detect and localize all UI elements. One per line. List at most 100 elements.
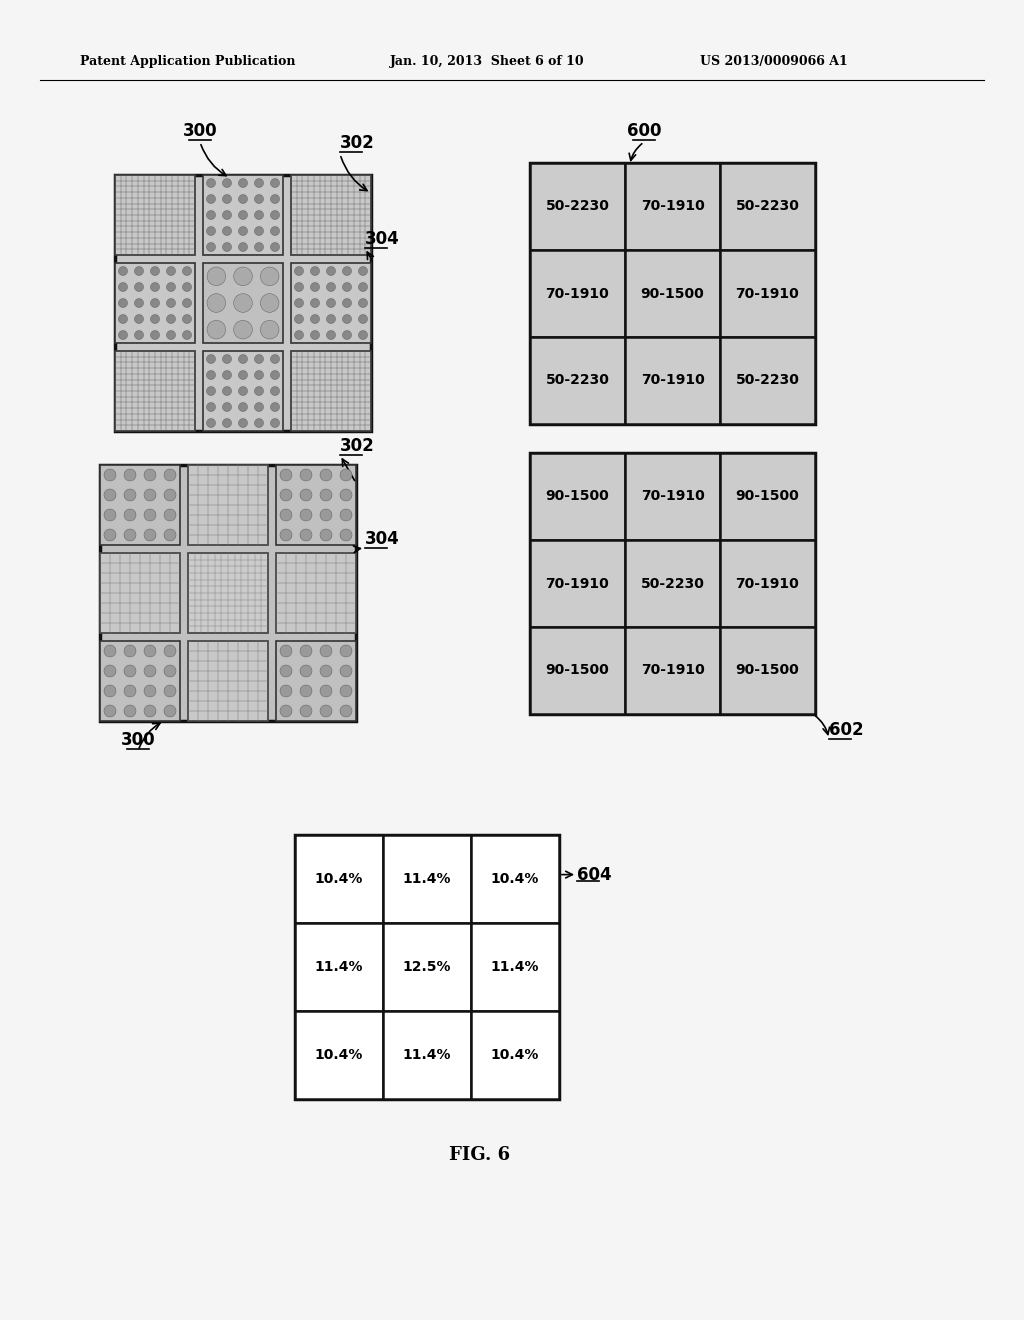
Circle shape [144,529,156,541]
Text: 50-2230: 50-2230 [735,199,800,214]
Circle shape [182,282,191,292]
Bar [720,162,815,249]
Circle shape [164,645,176,657]
Circle shape [134,330,143,339]
Circle shape [222,227,231,235]
Circle shape [222,403,231,412]
Circle shape [342,314,351,323]
Circle shape [280,510,292,521]
Circle shape [164,665,176,677]
Circle shape [340,488,352,502]
Text: 90-1500: 90-1500 [546,664,609,677]
Text: 70-1910: 70-1910 [735,577,800,590]
Bar [203,351,283,432]
Circle shape [207,210,215,219]
Bar [188,465,268,545]
Bar [530,453,815,714]
Text: 302: 302 [340,135,375,152]
Circle shape [134,282,143,292]
Circle shape [319,510,332,521]
Circle shape [207,178,215,187]
Circle shape [207,403,215,412]
Text: 10.4%: 10.4% [490,1048,540,1063]
Text: 70-1910: 70-1910 [735,286,800,301]
Circle shape [182,330,191,339]
Bar [471,1011,559,1100]
Bar [720,540,815,627]
Circle shape [358,298,368,308]
Circle shape [280,469,292,480]
Circle shape [144,469,156,480]
Circle shape [260,293,279,313]
Bar [625,540,720,627]
Text: 10.4%: 10.4% [490,873,540,886]
Circle shape [167,298,175,308]
Bar [720,249,815,337]
Text: Jan. 10, 2013  Sheet 6 of 10: Jan. 10, 2013 Sheet 6 of 10 [390,55,585,69]
Circle shape [255,371,263,379]
Circle shape [295,282,303,292]
Circle shape [340,510,352,521]
Circle shape [270,227,280,235]
Circle shape [134,314,143,323]
Circle shape [167,267,175,276]
Circle shape [119,267,127,276]
Circle shape [280,685,292,697]
Circle shape [280,645,292,657]
Circle shape [134,267,143,276]
Circle shape [300,705,312,717]
Circle shape [104,665,116,677]
Circle shape [319,529,332,541]
Bar [100,465,180,545]
Circle shape [340,529,352,541]
Text: 10.4%: 10.4% [314,873,364,886]
Circle shape [233,321,252,339]
Text: 600: 600 [627,121,662,140]
Text: 50-2230: 50-2230 [546,199,609,214]
Circle shape [119,314,127,323]
Circle shape [340,705,352,717]
Text: 304: 304 [365,230,399,248]
Bar [115,176,195,255]
Bar [530,249,625,337]
Circle shape [327,282,336,292]
Circle shape [280,529,292,541]
Circle shape [151,330,160,339]
Bar [530,162,815,424]
Circle shape [207,267,225,285]
Text: 70-1910: 70-1910 [641,199,705,214]
Bar [115,351,195,432]
Circle shape [358,330,368,339]
Circle shape [222,194,231,203]
Circle shape [319,705,332,717]
Text: 90-1500: 90-1500 [735,664,800,677]
Text: 300: 300 [121,731,156,748]
Circle shape [255,194,263,203]
Circle shape [104,488,116,502]
Bar [291,263,371,343]
Circle shape [207,243,215,252]
Circle shape [327,330,336,339]
Circle shape [144,510,156,521]
Text: 70-1910: 70-1910 [641,664,705,677]
Bar [276,553,356,634]
Circle shape [270,194,280,203]
Circle shape [124,705,136,717]
Circle shape [167,314,175,323]
Circle shape [270,387,280,396]
Circle shape [124,665,136,677]
Circle shape [222,355,231,363]
Circle shape [300,645,312,657]
Circle shape [207,194,215,203]
Circle shape [144,685,156,697]
Circle shape [144,488,156,502]
Circle shape [104,705,116,717]
Bar [720,453,815,540]
Circle shape [340,645,352,657]
Circle shape [239,387,248,396]
Bar [625,627,720,714]
Circle shape [164,685,176,697]
Circle shape [104,529,116,541]
Circle shape [300,685,312,697]
Bar [100,465,356,721]
